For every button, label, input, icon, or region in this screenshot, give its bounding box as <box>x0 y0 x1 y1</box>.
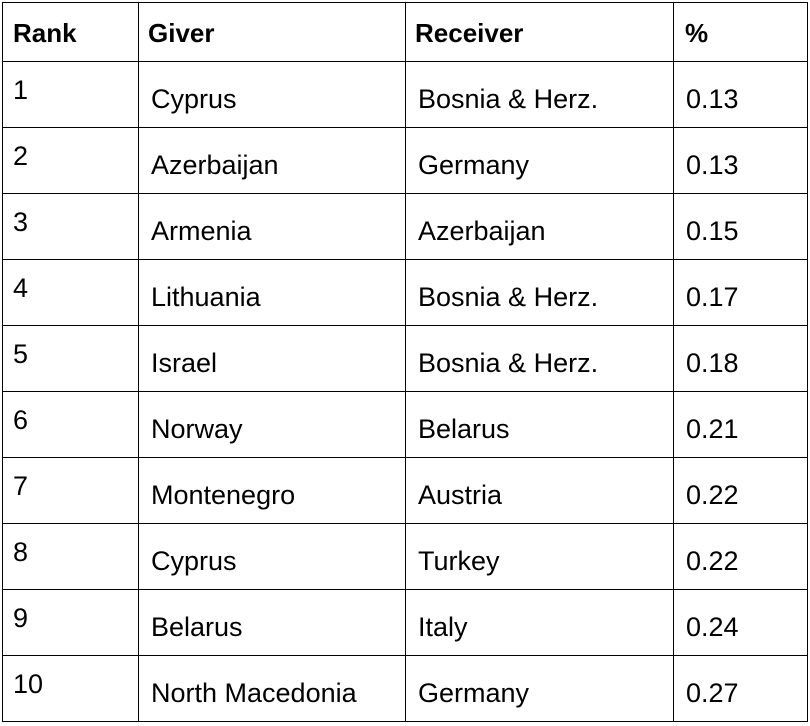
giver-value: Armenia <box>151 216 252 246</box>
cell-rank: 8 <box>2 523 139 590</box>
table-row: 1 Cyprus Bosnia & Herz. 0.13 <box>2 61 808 128</box>
table-row: 3 Armenia Azerbaijan 0.15 <box>2 193 808 260</box>
percent-value: 0.21 <box>686 414 739 444</box>
cell-receiver: Germany <box>405 655 674 722</box>
percent-value: 0.27 <box>686 678 739 708</box>
table-row: 4 Lithuania Bosnia & Herz. 0.17 <box>2 259 808 326</box>
cell-percent: 0.22 <box>673 523 808 590</box>
receiver-value: Bosnia & Herz. <box>418 348 599 378</box>
cell-giver: North Macedonia <box>138 655 406 722</box>
cell-percent: 0.18 <box>673 325 808 392</box>
cell-receiver: Bosnia & Herz. <box>405 259 674 326</box>
cell-rank: 3 <box>2 193 139 260</box>
giver-value: Lithuania <box>151 282 261 312</box>
giver-value: Cyprus <box>151 546 237 576</box>
cell-giver: Cyprus <box>138 523 406 590</box>
cell-rank: 2 <box>2 127 139 194</box>
cell-receiver: Bosnia & Herz. <box>405 61 674 128</box>
cell-receiver: Azerbaijan <box>405 193 674 260</box>
cell-percent: 0.27 <box>673 655 808 722</box>
receiver-value: Turkey <box>418 546 500 576</box>
rank-value: 1 <box>13 75 29 105</box>
cell-percent: 0.21 <box>673 391 808 458</box>
cell-receiver: Germany <box>405 127 674 194</box>
receiver-value: Austria <box>418 480 503 510</box>
giver-value: Israel <box>151 348 218 378</box>
rank-value: 9 <box>13 603 29 633</box>
cell-percent: 0.13 <box>673 61 808 128</box>
percent-value: 0.22 <box>686 546 739 576</box>
rank-value: 10 <box>13 669 44 699</box>
rank-value: 8 <box>13 537 29 567</box>
percent-value: 0.18 <box>686 348 739 378</box>
cell-rank: 5 <box>2 325 139 392</box>
cell-percent: 0.17 <box>673 259 808 326</box>
receiver-value: Bosnia & Herz. <box>418 282 599 312</box>
cell-rank: 4 <box>2 259 139 326</box>
rank-value: 6 <box>13 405 29 435</box>
table-body: 1 Cyprus Bosnia & Herz. 0.13 2 Azerbaija… <box>2 61 808 722</box>
rank-value: 2 <box>13 141 29 171</box>
receiver-value: Azerbaijan <box>418 216 546 246</box>
cell-receiver: Bosnia & Herz. <box>405 325 674 392</box>
receiver-value: Italy <box>418 612 468 642</box>
table-row: 10 North Macedonia Germany 0.27 <box>2 655 808 722</box>
cell-percent: 0.24 <box>673 589 808 656</box>
cell-giver: Montenegro <box>138 457 406 524</box>
table-row: 9 Belarus Italy 0.24 <box>2 589 808 656</box>
table-row: 8 Cyprus Turkey 0.22 <box>2 523 808 590</box>
receiver-value: Belarus <box>418 414 510 444</box>
cell-giver: Israel <box>138 325 406 392</box>
percent-value: 0.13 <box>686 84 739 114</box>
percent-value: 0.13 <box>686 150 739 180</box>
percent-value: 0.17 <box>686 282 739 312</box>
rank-value: 5 <box>13 339 29 369</box>
giver-value: Azerbaijan <box>151 150 279 180</box>
giver-value: Cyprus <box>151 84 237 114</box>
cell-receiver: Belarus <box>405 391 674 458</box>
percent-value: 0.15 <box>686 216 739 246</box>
giver-value: North Macedonia <box>151 678 357 708</box>
table-row: 7 Montenegro Austria 0.22 <box>2 457 808 524</box>
receiver-value: Germany <box>418 678 530 708</box>
header-giver: Giver <box>138 2 406 62</box>
receiver-value: Germany <box>418 150 530 180</box>
giver-value: Norway <box>151 414 243 444</box>
rank-value: 3 <box>13 207 29 237</box>
cell-rank: 9 <box>2 589 139 656</box>
header-rank: Rank <box>2 2 139 62</box>
cell-giver: Cyprus <box>138 61 406 128</box>
percent-value: 0.24 <box>686 612 739 642</box>
header-percent: % <box>673 2 808 62</box>
cell-percent: 0.13 <box>673 127 808 194</box>
cell-rank: 1 <box>2 61 139 128</box>
table-row: 2 Azerbaijan Germany 0.13 <box>2 127 808 194</box>
cell-rank: 7 <box>2 457 139 524</box>
header-row: Rank Giver Receiver % <box>2 2 808 62</box>
cell-giver: Norway <box>138 391 406 458</box>
cell-giver: Azerbaijan <box>138 127 406 194</box>
giver-value: Belarus <box>151 612 243 642</box>
receiver-value: Bosnia & Herz. <box>418 84 599 114</box>
cell-rank: 10 <box>2 655 139 722</box>
table-row: 6 Norway Belarus 0.21 <box>2 391 808 458</box>
cell-percent: 0.15 <box>673 193 808 260</box>
cell-rank: 6 <box>2 391 139 458</box>
rank-value: 7 <box>13 471 29 501</box>
cell-giver: Belarus <box>138 589 406 656</box>
cell-giver: Armenia <box>138 193 406 260</box>
cell-receiver: Turkey <box>405 523 674 590</box>
cell-receiver: Italy <box>405 589 674 656</box>
table-row: 5 Israel Bosnia & Herz. 0.18 <box>2 325 808 392</box>
header-receiver: Receiver <box>405 2 674 62</box>
giver-value: Montenegro <box>151 480 296 510</box>
percent-value: 0.22 <box>686 480 739 510</box>
cell-receiver: Austria <box>405 457 674 524</box>
table-header: Rank Giver Receiver % <box>2 2 808 62</box>
cell-percent: 0.22 <box>673 457 808 524</box>
cell-giver: Lithuania <box>138 259 406 326</box>
rank-value: 4 <box>13 273 29 303</box>
